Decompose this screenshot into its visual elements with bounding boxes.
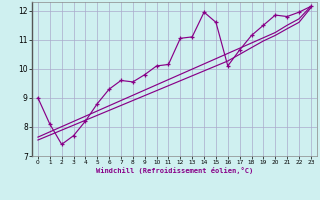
X-axis label: Windchill (Refroidissement éolien,°C): Windchill (Refroidissement éolien,°C) (96, 167, 253, 174)
